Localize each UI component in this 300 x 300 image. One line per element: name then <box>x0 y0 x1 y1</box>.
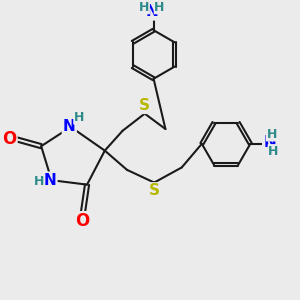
Text: H: H <box>154 1 165 13</box>
Text: H: H <box>268 145 279 158</box>
Text: H: H <box>266 128 277 141</box>
Text: H: H <box>34 175 44 188</box>
Text: H: H <box>74 111 84 124</box>
Text: S: S <box>149 183 160 198</box>
Text: H: H <box>139 1 149 13</box>
Text: S: S <box>139 98 150 113</box>
Text: N: N <box>63 119 76 134</box>
Text: O: O <box>2 130 16 148</box>
Text: O: O <box>76 212 90 230</box>
Text: N: N <box>44 173 56 188</box>
Text: N: N <box>263 135 276 150</box>
Text: N: N <box>146 4 158 20</box>
